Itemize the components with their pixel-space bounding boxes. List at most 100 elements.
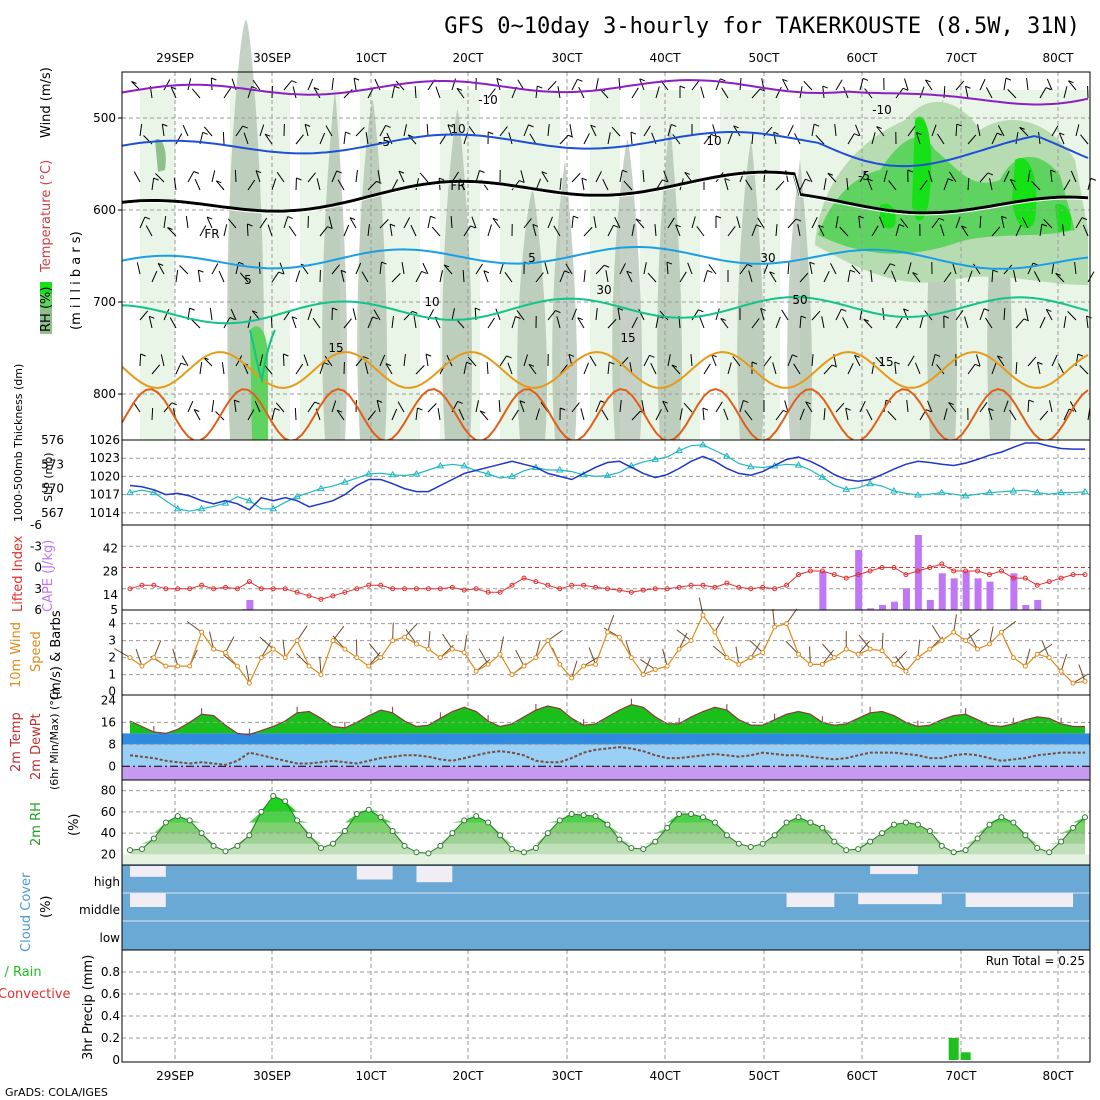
wind-barb-flag [916,132,922,135]
li-marker [127,586,133,592]
rh-marker [258,808,265,815]
wind-barb-flag [327,226,333,230]
wind-barb [997,355,1005,367]
wind-barb [875,356,885,367]
rh-marker [246,832,253,839]
bottom-date-label: 80CT [1043,1069,1075,1083]
contour-label: 15 [878,355,893,369]
wind-barb [973,263,981,275]
wind-barb-flag [131,81,137,84]
wind-barb-flag [760,308,766,311]
wind-barb [243,132,249,145]
wind-barb [936,364,945,375]
li-marker [234,586,240,592]
thickness-marker [699,440,707,448]
wind-barb [863,318,873,329]
contour-label: 50 [792,293,807,307]
wind10-barb [642,657,651,675]
wind-barb [590,124,597,137]
wind-barb [223,87,232,99]
wind-barb [654,224,657,237]
top-date-labels: 29SEP 30SEP 10CT 20CT 30CT 40CT 50CT 60CT 70CT 80… [156,51,1074,65]
wind-barb-flag [483,270,490,274]
cloud-level-label: high [94,875,120,889]
li-marker [831,572,837,578]
wind-barb [1003,307,1006,321]
wind-barb-flag [398,170,405,174]
wind10-marker [796,651,801,657]
rh-marker [544,830,551,837]
wind-barb-flag [447,124,454,128]
wind10-barb [427,631,431,650]
li-marker [366,582,372,588]
wind-barb-flag [649,354,655,358]
wind-barb [619,400,622,413]
thickness-marker [412,470,421,477]
wind-barb-flag [336,170,342,174]
wind-barb [967,363,976,375]
wind-barb-flag [363,356,369,360]
wind-barb [823,270,830,283]
li-marker [700,582,706,588]
rh-marker [198,830,205,837]
thickness-marker [1009,487,1018,494]
wind-barb [343,318,352,329]
wind-barb [751,318,760,329]
wind10-barb [786,608,798,624]
li-marker [497,589,503,595]
wind-barb [623,180,633,191]
wind-barb [397,401,405,413]
wind-barb [595,78,599,91]
wind10-marker [855,651,861,657]
temp-max-line [129,703,1085,736]
wind-barb [904,78,909,91]
wind-barb [583,133,590,145]
wind-barb [745,179,753,191]
wind-barb [763,262,769,275]
wind-barb [647,272,657,283]
wind10-marker [652,667,658,672]
wind-barb-flag [773,131,779,135]
wind-barb [967,270,973,283]
li-marker [425,586,431,592]
slp-tick-label: 1020 [89,469,120,483]
temp-band-0-8 [122,744,1090,767]
rh-marker [210,842,217,849]
precip-tick-label: 0.4 [101,1009,120,1023]
wind-barb [439,270,443,283]
wind-barb [283,80,292,91]
wind-barb [781,309,789,321]
wind-barb [565,263,573,275]
li-tick-label: -6 [30,518,42,532]
rh-marker [843,847,850,854]
ylabel-rh-unit: (%) [67,814,82,837]
ylabel-total-rain: Total / Rain [0,965,42,980]
rh-marker [127,847,133,854]
top-date-label: 30CT [552,51,584,65]
wind-barb-flag [180,362,187,366]
cape-bar [974,578,982,610]
wind10-barb [588,647,597,665]
wind-barb [132,401,141,413]
wind-barb [702,408,705,421]
wind-barb-flag [296,177,302,181]
wind-barb [365,132,369,145]
wind-barb-flag [997,355,1003,359]
wind10-marker [1022,663,1028,669]
wind10-marker [712,629,718,635]
wind-barb [997,125,1005,137]
wind-barb-flag [291,80,297,84]
rh-marker [938,842,945,849]
wind-barb [916,132,921,145]
wind-barb-flag [1041,223,1048,227]
wind-barb-flag [381,261,387,265]
wind-barb [316,178,321,191]
wind-barb [985,87,993,99]
wind-barb [1074,262,1077,275]
temp-band-below-zero [122,766,1090,780]
wind-barb [991,362,997,375]
top-date-label: 40CT [650,51,682,65]
wind-barb [727,362,732,375]
pressure-tick-label: 700 [93,295,116,309]
temperature-contour-labels: -10 -10 -5 -5 FR FR 5 5 10 15 15 15 10 10 30 30 50 [204,93,893,369]
